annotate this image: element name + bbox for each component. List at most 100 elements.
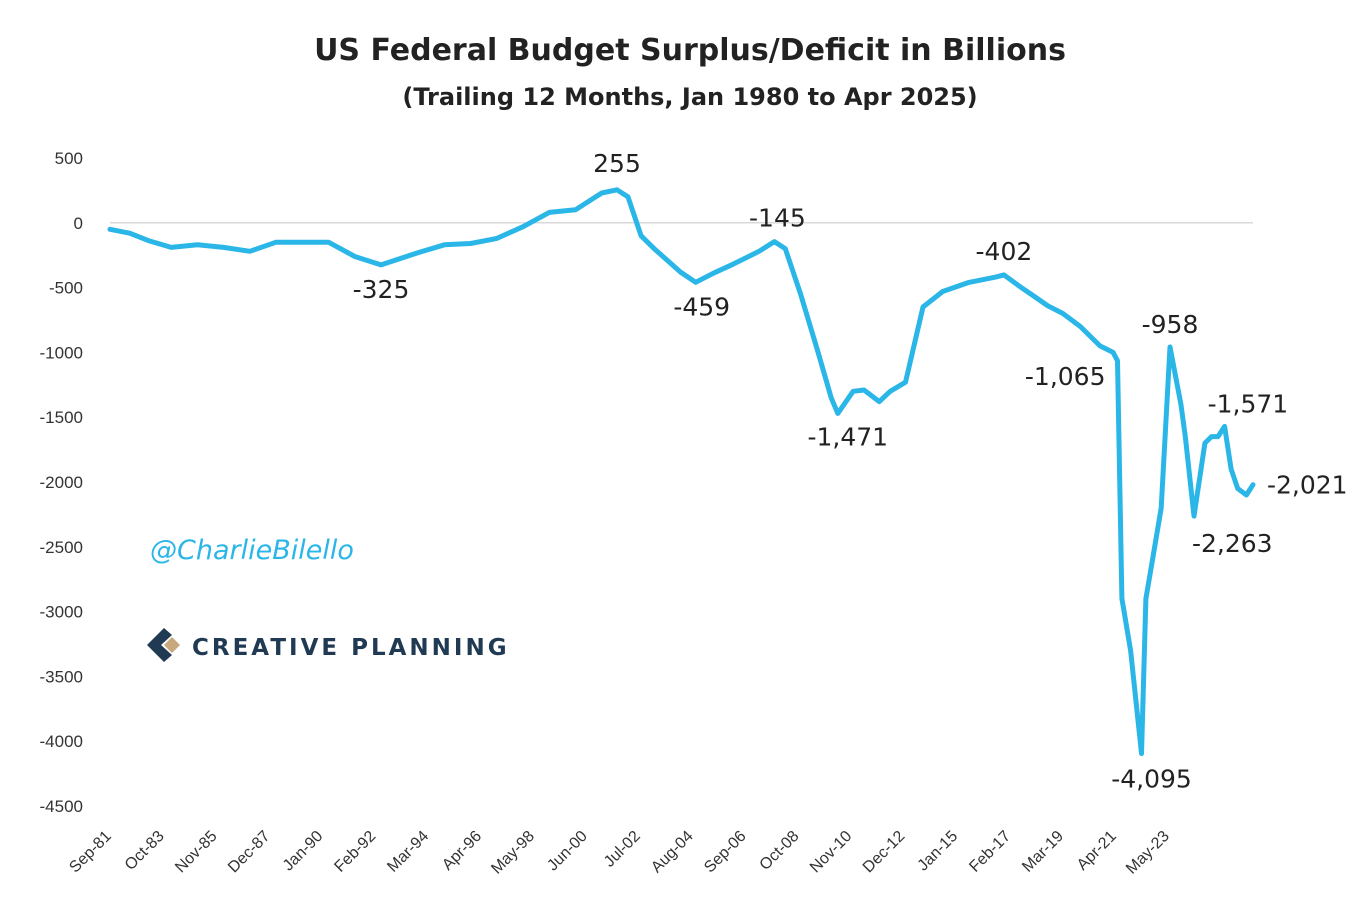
- data-point: [108, 227, 112, 232]
- data-point: [352, 254, 357, 259]
- data-point: [1111, 350, 1116, 355]
- x-tick-label: Dec-12: [860, 828, 909, 877]
- data-point: [1216, 434, 1220, 439]
- x-tick-label: May-98: [488, 828, 538, 878]
- data-point: [221, 245, 226, 250]
- x-tick-label: Apr-21: [1074, 828, 1120, 874]
- data-point: [798, 292, 803, 297]
- x-tick-label: Oct-83: [122, 828, 168, 874]
- x-tick-label: Mar-94: [384, 828, 432, 876]
- data-label: -4,095: [1111, 765, 1192, 794]
- data-point: [1209, 434, 1214, 439]
- data-point: [396, 257, 401, 262]
- chart-subtitle: (Trailing 12 Months, Jan 1980 to Apr 202…: [402, 83, 977, 111]
- data-point: [599, 191, 604, 195]
- data-point: [693, 280, 698, 285]
- data-label: -145: [749, 204, 806, 233]
- data-point: [494, 236, 499, 241]
- data-point: [573, 207, 578, 212]
- data-point: [888, 389, 893, 394]
- data-point: [639, 233, 644, 238]
- data-point: [274, 240, 279, 245]
- data-point: [1192, 514, 1196, 519]
- x-tick-label: Feb-92: [331, 828, 379, 876]
- y-tick-label: -3000: [40, 603, 83, 622]
- data-point: [862, 388, 866, 392]
- data-point: [1183, 434, 1188, 439]
- data-point: [1202, 441, 1207, 446]
- data-point: [1119, 596, 1124, 601]
- annotations: 255 -325 -459 -145 -1,471 -402 -1,065 -4,095 -95…: [353, 149, 1348, 794]
- data-point: [757, 249, 762, 254]
- data-point: [921, 305, 925, 309]
- data-point: [442, 242, 447, 247]
- x-tick-label: Dec-87: [225, 828, 274, 877]
- data-point: [521, 224, 526, 229]
- y-tick-label: -2000: [40, 473, 83, 492]
- data-label: -402: [976, 237, 1033, 266]
- data-point: [1222, 424, 1227, 429]
- data-point: [169, 245, 174, 250]
- data-point: [1229, 467, 1234, 471]
- data-point: [1168, 345, 1172, 349]
- data-point: [1235, 486, 1240, 491]
- data-point: [711, 271, 716, 276]
- data-point: [1244, 493, 1249, 497]
- data-point: [247, 249, 252, 254]
- x-tick-label: Sep-06: [701, 828, 750, 877]
- data-label: -958: [1142, 310, 1199, 339]
- series-line: [107, 187, 1256, 756]
- x-tick-label: Feb-17: [966, 828, 1014, 876]
- watermark: @CharlieBilello CREATIVE PLANNING: [147, 535, 507, 662]
- data-label: -2,263: [1192, 529, 1273, 558]
- y-tick-label: 500: [55, 149, 83, 168]
- data-point: [1001, 272, 1006, 277]
- y-tick-label: -4000: [40, 732, 83, 751]
- data-label: -1,065: [1025, 362, 1106, 391]
- data-point: [416, 250, 421, 255]
- y-tick-label: -500: [49, 279, 83, 298]
- y-tick-label: -2500: [40, 538, 83, 557]
- x-tick-label: Sep-81: [66, 828, 115, 877]
- data-point: [1139, 751, 1144, 756]
- y-tick-label: 0: [74, 214, 83, 233]
- x-tick-label: Oct-08: [757, 828, 803, 874]
- x-tick-label: Jun-00: [544, 828, 591, 875]
- data-point: [379, 262, 383, 267]
- x-tick-label: Jan-15: [915, 828, 962, 875]
- data-point: [1251, 482, 1255, 487]
- plot-area: [107, 187, 1256, 756]
- data-point: [468, 241, 473, 246]
- data-point: [326, 240, 331, 245]
- data-point: [851, 389, 856, 394]
- data-point: [1115, 358, 1120, 363]
- data-point: [615, 187, 619, 192]
- data-point: [547, 210, 552, 215]
- x-tick-label: Nov-10: [807, 828, 856, 877]
- data-point: [940, 289, 945, 294]
- data-point: [783, 246, 788, 251]
- chart-title: US Federal Budget Surplus/Deficit in Bil…: [314, 33, 1066, 68]
- data-point: [127, 231, 132, 236]
- data-point: [195, 242, 200, 247]
- data-label: -1,471: [808, 422, 889, 451]
- data-point: [966, 280, 971, 285]
- data-point: [829, 395, 834, 400]
- x-axis: Sep-81 Oct-83 Nov-85 Dec-87 Jan-90 Feb-92 Mar-…: [66, 828, 1173, 878]
- y-tick-label: -1000: [40, 343, 83, 362]
- data-point: [1045, 303, 1050, 308]
- data-point: [300, 240, 305, 245]
- data-point: [903, 380, 908, 385]
- creative-planning-logo-icon: [147, 628, 180, 662]
- y-tick-label: -3500: [40, 667, 83, 686]
- data-label: 255: [593, 149, 641, 178]
- data-point: [1159, 505, 1164, 510]
- data-point: [1098, 343, 1102, 348]
- y-tick-label: -4500: [40, 797, 83, 816]
- data-point: [816, 350, 821, 355]
- data-point: [1178, 402, 1183, 407]
- data-point: [147, 238, 152, 243]
- data-point: [1150, 557, 1155, 562]
